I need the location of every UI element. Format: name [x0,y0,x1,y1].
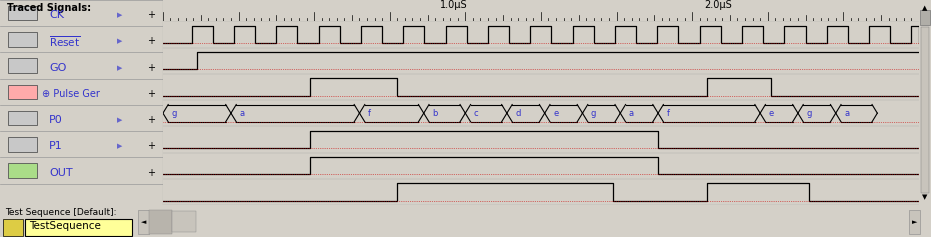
Text: +: + [147,115,155,125]
Text: ◄: ◄ [141,219,146,225]
Text: ▶: ▶ [117,117,123,123]
Text: ⊕ Pulse Ger: ⊕ Pulse Ger [42,89,101,99]
FancyBboxPatch shape [172,211,196,232]
Text: Traced Signals:: Traced Signals: [7,3,90,13]
Text: e: e [553,109,559,118]
Text: f: f [368,109,371,118]
FancyBboxPatch shape [8,58,37,73]
Text: ▶: ▶ [117,143,123,149]
Text: c: c [474,109,479,118]
Text: +: + [147,63,155,73]
Text: OUT: OUT [48,168,73,178]
Text: f: f [667,109,669,118]
Text: ▶: ▶ [117,65,123,71]
Text: a: a [628,109,634,118]
Text: ▶: ▶ [117,12,123,18]
FancyBboxPatch shape [8,85,37,99]
Text: g: g [171,109,177,118]
FancyBboxPatch shape [8,111,37,125]
Text: a: a [844,109,849,118]
Text: a: a [239,109,245,118]
FancyBboxPatch shape [8,32,37,47]
Text: P1: P1 [48,141,62,151]
FancyBboxPatch shape [909,210,920,234]
Text: GO: GO [48,63,66,73]
Text: +: + [147,89,155,99]
Text: 1.0μS: 1.0μS [440,0,467,10]
Text: d: d [515,109,520,118]
Text: P0: P0 [48,115,62,125]
Text: g: g [591,109,596,118]
FancyBboxPatch shape [3,219,23,236]
FancyBboxPatch shape [920,10,930,25]
Text: +: + [147,10,155,20]
Text: CK: CK [48,10,64,20]
Text: ▼: ▼ [923,194,927,200]
Text: e: e [768,109,774,118]
FancyBboxPatch shape [25,219,132,236]
FancyBboxPatch shape [8,163,37,178]
Text: ▲: ▲ [923,5,927,11]
Text: +: + [147,168,155,178]
FancyBboxPatch shape [921,27,929,193]
Text: g: g [806,109,812,118]
Text: 2.0μS: 2.0μS [705,0,733,10]
Text: b: b [432,109,438,118]
FancyBboxPatch shape [8,6,37,20]
Text: Test Sequence [Default]:: Test Sequence [Default]: [5,208,116,217]
FancyBboxPatch shape [149,210,172,234]
Text: $\overline{\rm Reset}$: $\overline{\rm Reset}$ [48,34,80,49]
Text: +: + [147,141,155,151]
Text: ►: ► [911,219,917,225]
Text: TestSequence: TestSequence [29,221,101,232]
Text: ▶: ▶ [117,38,123,44]
FancyBboxPatch shape [138,210,149,234]
FancyBboxPatch shape [8,137,37,151]
Text: +: + [147,36,155,46]
